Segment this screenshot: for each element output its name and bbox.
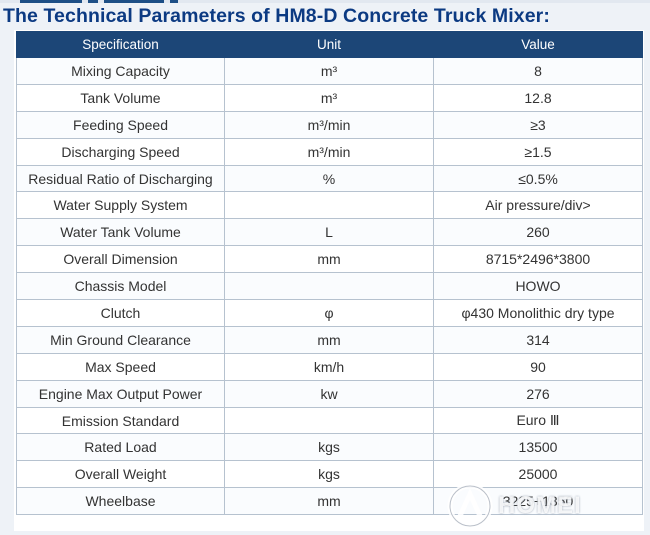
cell-specification: Mixing Capacity (16, 57, 225, 85)
cell-value: 25000 (433, 460, 643, 489)
table-header-row: Specification Unit Value (16, 31, 643, 58)
cell-unit: kgs (224, 433, 434, 462)
cell-specification: Overall Weight (16, 460, 225, 489)
table-row: Water Tank Volume L 260 (16, 218, 643, 247)
cell-specification: Discharging Speed (16, 137, 225, 166)
cell-specification: Engine Max Output Power (16, 379, 225, 408)
cell-unit: m³/min (224, 137, 434, 166)
cell-specification: Chassis Model (16, 272, 225, 301)
cell-unit: kw (224, 379, 434, 408)
cell-value: 13500 (433, 433, 643, 462)
cell-value: 314 (433, 325, 643, 354)
table-row: Min Ground Clearance mm 314 (16, 325, 643, 354)
table-row: Water Supply System Air pressure/div> (16, 191, 643, 220)
table-row: Overall Weight kgs 25000 (16, 460, 643, 489)
cell-value: ≥1.5 (433, 137, 643, 166)
cell-unit (224, 191, 434, 220)
cell-specification: Min Ground Clearance (16, 325, 225, 354)
table-row: Chassis Model HOWO (16, 272, 643, 301)
table-row: Max Speed km/h 90 (16, 352, 643, 381)
cell-unit: km/h (224, 352, 434, 381)
table-row: Tank Volume m³ 12.8 (16, 83, 643, 112)
cell-unit (224, 272, 434, 301)
table-row: Residual Ratio of Discharging% ≤0.5% (16, 164, 643, 193)
cell-value: ≤0.5% (433, 164, 643, 193)
cell-specification: Water Supply System (16, 191, 225, 220)
table-row: Wheelbase mm 3225+1350 (16, 487, 643, 516)
cell-specification: Residual Ratio of Discharging (16, 164, 225, 193)
cell-unit (224, 406, 434, 435)
cell-value: 3225+1350 (433, 487, 643, 516)
cell-value: ≥3 (433, 110, 643, 139)
cell-unit: mm (224, 487, 434, 516)
cell-value: HOWO (433, 272, 643, 301)
cell-unit: kgs (224, 460, 434, 489)
cell-specification: Rated Load (16, 433, 225, 462)
top-nav-strip (0, 0, 650, 3)
cell-value: 90 (433, 352, 643, 381)
cell-unit: mm (224, 245, 434, 274)
cell-value: Air pressure/div> (433, 191, 643, 220)
header-specification: Specification (16, 31, 225, 58)
cell-value: φ430 Monolithic dry type (433, 299, 643, 327)
spec-sheet: Specification Unit Value Mixing Capacity… (14, 30, 644, 531)
page-title: The Technical Parameters of HM8-D Concre… (3, 5, 550, 27)
table-row: Discharging Speed m³/min ≥1.5 (16, 137, 643, 166)
table-row: Emission Standard Euro Ⅲ (16, 406, 643, 435)
table-row: Overall Dimension mm 8715*2496*3800 (16, 245, 643, 274)
cell-value: 12.8 (433, 83, 643, 112)
cell-specification: Clutch (16, 299, 225, 327)
cell-specification: Feeding Speed (16, 110, 225, 139)
cell-specification: Max Speed (16, 352, 225, 381)
cell-unit: φ (224, 299, 434, 327)
header-unit: Unit (224, 31, 434, 58)
cell-unit: L (224, 218, 434, 247)
cell-specification: Wheelbase (16, 487, 225, 516)
cell-value: 8 (433, 57, 643, 85)
cell-specification: Overall Dimension (16, 245, 225, 274)
cell-unit: mm (224, 325, 434, 354)
table-row: Rated Load kgs 13500 (16, 433, 643, 462)
table-row: Clutch φ φ430 Monolithic dry type (16, 299, 643, 327)
header-value: Value (433, 31, 643, 58)
cell-value: 8715*2496*3800 (433, 245, 643, 274)
cell-unit: % (224, 164, 434, 193)
cell-unit: m³/min (224, 110, 434, 139)
table-row: Engine Max Output Power kw 276 (16, 379, 643, 408)
cell-value: 276 (433, 379, 643, 408)
cell-unit: m³ (224, 57, 434, 85)
cell-specification: Emission Standard (16, 406, 225, 435)
cell-specification: Water Tank Volume (16, 218, 225, 247)
cell-value: 260 (433, 218, 643, 247)
cell-unit: m³ (224, 83, 434, 112)
spec-table: Specification Unit Value Mixing Capacity… (16, 31, 643, 516)
table-row: Mixing Capacity m³ 8 (16, 57, 643, 85)
cell-value: Euro Ⅲ (433, 406, 643, 435)
table-row: Feeding Speed m³/min ≥3 (16, 110, 643, 139)
cell-specification: Tank Volume (16, 83, 225, 112)
